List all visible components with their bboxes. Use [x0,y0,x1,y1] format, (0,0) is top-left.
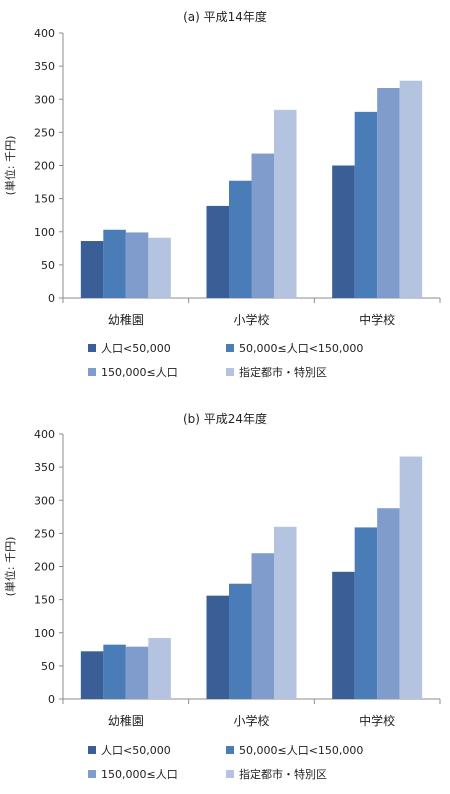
y-tick-label: 200 [34,160,55,173]
x-category-label: 幼稚園 [108,714,144,728]
legend-swatch [88,746,96,754]
y-tick-label: 0 [48,693,55,706]
bar [125,232,149,298]
bar [399,456,423,699]
bar [251,153,274,298]
y-tick-label: 250 [34,126,55,139]
x-category-label: 小学校 [233,312,269,327]
bar [251,553,274,699]
y-tick-label: 100 [34,226,55,239]
legend-label: 150,000≤人口 [101,768,178,781]
bar [399,80,423,298]
bar [274,526,297,699]
bar [332,165,355,298]
legend-swatch [88,344,96,352]
y-tick-label: 300 [34,494,55,507]
legend-label: 50,000≤人口<150,000 [239,342,363,355]
bar [148,638,171,699]
chart-panel-1: (b) 平成24年度 (単位: 千円) 0 50 100 150 200 250 300 350 4… [3,411,441,781]
y-tick-label: 0 [48,292,55,305]
y-tick-label: 150 [34,193,55,206]
bar [103,229,126,298]
y-axis-label: (単位: 千円) [3,537,17,597]
bar [206,595,229,699]
y-tick-label: 250 [34,527,55,540]
y-axis-label: (単位: 千円) [3,136,17,196]
legend-label: 150,000≤人口 [101,366,178,379]
y-tick-label: 300 [34,93,55,106]
bar [125,646,149,699]
x-category-label: 中学校 [359,713,395,728]
bar [274,109,297,298]
bar [332,571,355,699]
bar [103,644,126,699]
legend-swatch [226,368,234,376]
y-tick-label: 50 [41,660,55,673]
chart-title: (b) 平成24年度 [183,411,267,426]
legend-label: 人口<50,000 [101,744,171,757]
y-tick-label: 200 [34,561,55,574]
legend-swatch [88,770,96,778]
x-category-label: 中学校 [359,312,395,327]
chart-title: (a) 平成14年度 [183,9,267,24]
bar [80,241,104,298]
y-tick-label: 50 [41,259,55,272]
bar [148,237,171,298]
bar [377,87,400,298]
legend-label: 指定都市・特別区 [239,365,327,379]
bar [377,508,400,699]
bar [80,651,104,699]
legend-label: 50,000≤人口<150,000 [239,744,363,757]
bar [229,583,252,699]
bar [206,205,229,298]
chart-panel-0: (a) 平成14年度 (単位: 千円) 0 50 100 150 200 250 300 350 4… [3,9,441,379]
bar [229,180,252,298]
y-tick-label: 350 [34,60,55,73]
legend-swatch [226,344,234,352]
y-tick-label: 350 [34,461,55,474]
x-category-label: 幼稚園 [108,313,144,327]
y-tick-label: 400 [34,428,55,441]
y-tick-label: 100 [34,627,55,640]
legend-label: 人口<50,000 [101,342,171,355]
y-tick-label: 150 [34,594,55,607]
bar [354,111,378,299]
bar [354,527,378,699]
legend-label: 指定都市・特別区 [239,767,327,781]
legend-swatch [226,770,234,778]
legend-swatch [226,746,234,754]
y-tick-label: 400 [34,27,55,40]
legend-swatch [88,368,96,376]
x-category-label: 小学校 [233,713,269,728]
